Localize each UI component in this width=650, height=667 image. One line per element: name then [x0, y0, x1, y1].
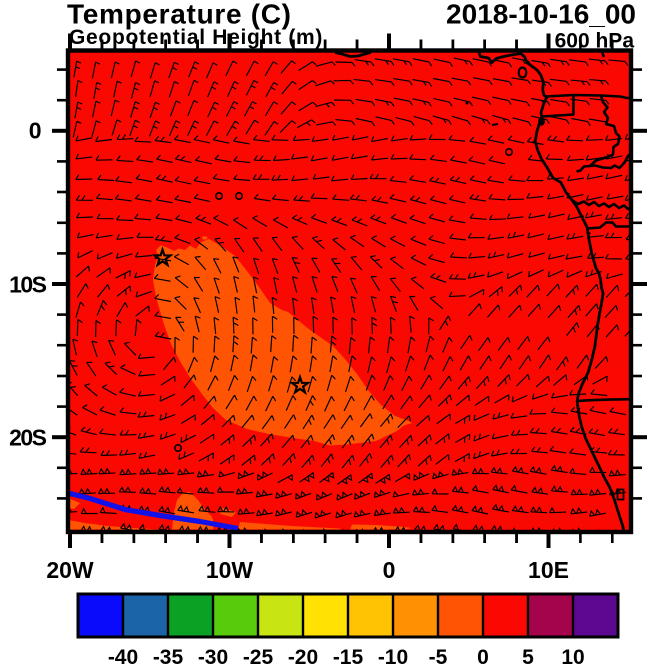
svg-text:-25: -25 — [243, 646, 274, 667]
svg-text:Geopotential Height (m): Geopotential Height (m) — [69, 26, 323, 49]
svg-text:0: 0 — [29, 118, 42, 144]
svg-text:0: 0 — [477, 646, 489, 667]
svg-text:-35: -35 — [153, 646, 184, 667]
svg-text:-15: -15 — [333, 646, 364, 667]
svg-text:2018-10-16_00: 2018-10-16_00 — [446, 0, 636, 30]
svg-text:5: 5 — [522, 646, 534, 667]
svg-text:-30: -30 — [198, 646, 228, 667]
svg-text:10E: 10E — [528, 557, 569, 583]
svg-text:600 hPa: 600 hPa — [555, 30, 635, 53]
svg-text:-20: -20 — [288, 646, 318, 667]
svg-text:20W: 20W — [46, 557, 94, 583]
svg-text:-40: -40 — [108, 646, 138, 667]
svg-text:0: 0 — [383, 557, 396, 583]
svg-text:-5: -5 — [429, 646, 448, 667]
svg-text:Temperature (C): Temperature (C) — [67, 0, 292, 30]
svg-text:10W: 10W — [206, 557, 254, 583]
svg-text:20S: 20S — [9, 425, 47, 451]
svg-text:-10: -10 — [378, 646, 408, 667]
svg-text:10: 10 — [561, 646, 584, 667]
svg-text:10S: 10S — [9, 271, 47, 297]
